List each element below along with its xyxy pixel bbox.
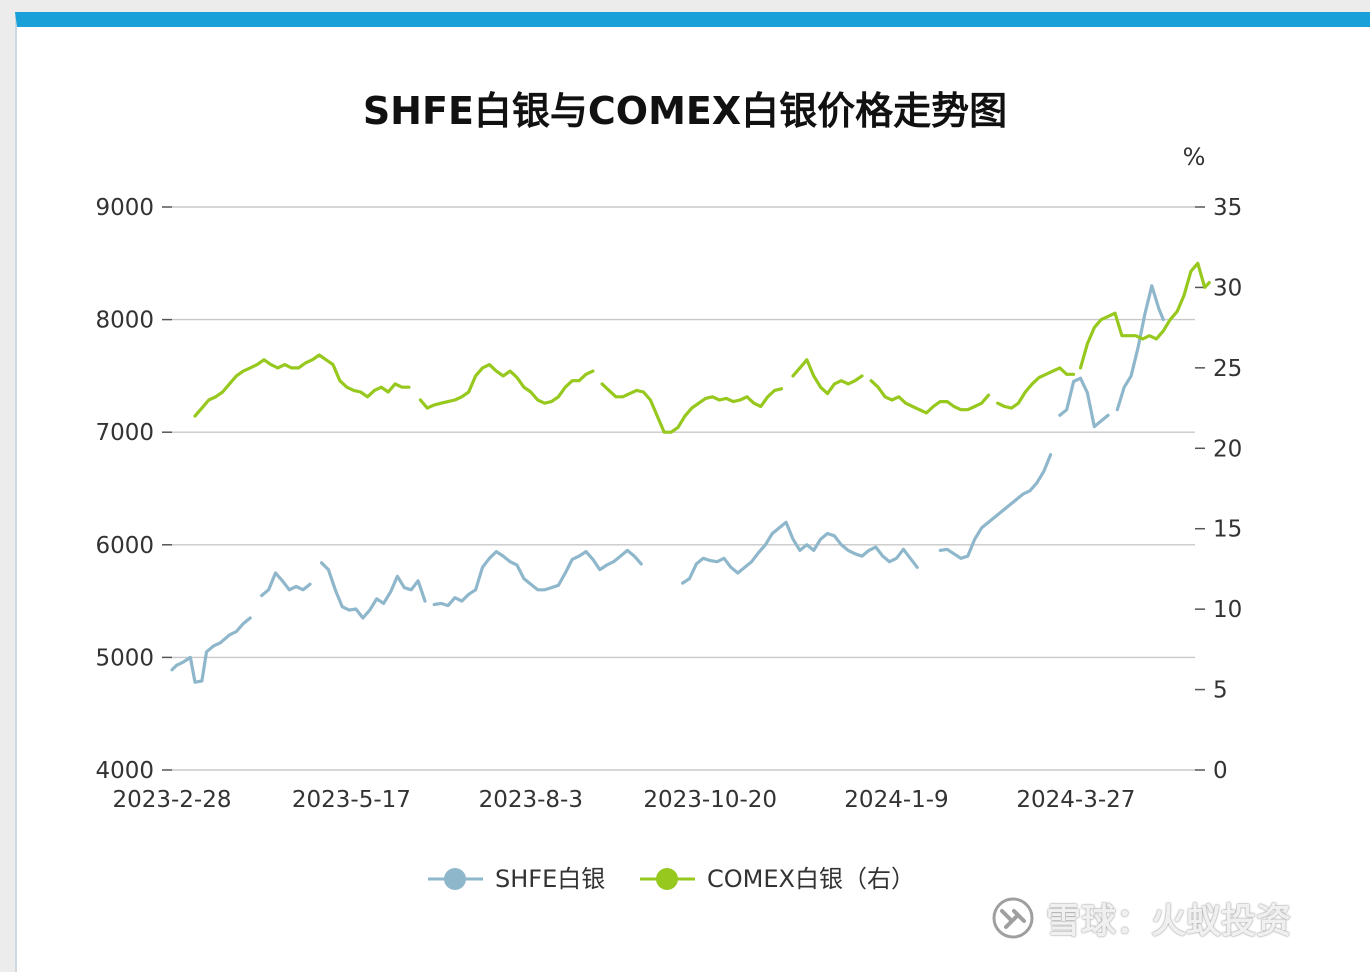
series-line-shfe bbox=[1058, 376, 1110, 429]
series-line-shfe bbox=[432, 548, 643, 608]
y-left-tick-label: 6000 bbox=[95, 533, 154, 559]
y-left-tick-label: 8000 bbox=[95, 308, 154, 334]
x-tick-label: 2024-3-27 bbox=[1016, 787, 1135, 813]
y-left-tick-label: 4000 bbox=[95, 758, 154, 784]
series-line-comex bbox=[600, 382, 784, 434]
series-line-comex bbox=[791, 358, 864, 396]
legend-label-comex: COMEX白银（右） bbox=[707, 865, 915, 893]
y-right-tick-label: 15 bbox=[1213, 517, 1242, 543]
watermark: 雪球：火蚁投资 bbox=[992, 895, 1292, 942]
series-line-shfe bbox=[319, 561, 427, 620]
series-line-shfe bbox=[170, 616, 252, 684]
series-line-comex bbox=[193, 353, 411, 418]
series-line-shfe bbox=[260, 571, 312, 598]
snowball-logo-icon bbox=[992, 897, 1034, 939]
legend-marker-comex bbox=[656, 868, 678, 890]
x-tick-label: 2024-1-9 bbox=[844, 787, 948, 813]
x-tick-label: 2023-5-17 bbox=[292, 787, 411, 813]
y-right-tick-label: 0 bbox=[1213, 758, 1228, 784]
series-line-comex bbox=[869, 379, 991, 415]
series-line-shfe bbox=[680, 520, 919, 585]
y-right-tick-label: 25 bbox=[1213, 356, 1242, 382]
series-line-shfe bbox=[1115, 284, 1165, 412]
y-right-tick-label: 5 bbox=[1213, 678, 1228, 704]
y-left-tick-label: 5000 bbox=[95, 645, 154, 671]
x-tick-label: 2023-10-20 bbox=[643, 787, 777, 813]
series-line-shfe bbox=[938, 453, 1053, 560]
y-right-unit-label: % bbox=[1183, 143, 1206, 171]
series-line-comex bbox=[996, 366, 1076, 410]
y-right-tick-label: 30 bbox=[1213, 275, 1242, 301]
y-right-tick-label: 10 bbox=[1213, 597, 1242, 623]
x-tick-label: 2023-2-28 bbox=[112, 787, 231, 813]
y-right-tick-label: 35 bbox=[1213, 195, 1242, 221]
chart-title: SHFE白银与COMEX白银价格走势图 bbox=[362, 89, 1008, 133]
legend-marker-shfe bbox=[444, 868, 466, 890]
legend-label-shfe: SHFE白银 bbox=[495, 865, 605, 893]
series-line-comex bbox=[1078, 261, 1211, 370]
x-tick-label: 2023-8-3 bbox=[479, 787, 583, 813]
series-line-comex bbox=[418, 363, 595, 410]
y-left-tick-label: 9000 bbox=[95, 195, 154, 221]
chart-card bbox=[15, 12, 1370, 972]
y-right-tick-label: 20 bbox=[1213, 436, 1242, 462]
y-left-tick-label: 7000 bbox=[95, 420, 154, 446]
watermark-text: 雪球：火蚁投资 bbox=[1046, 901, 1292, 942]
